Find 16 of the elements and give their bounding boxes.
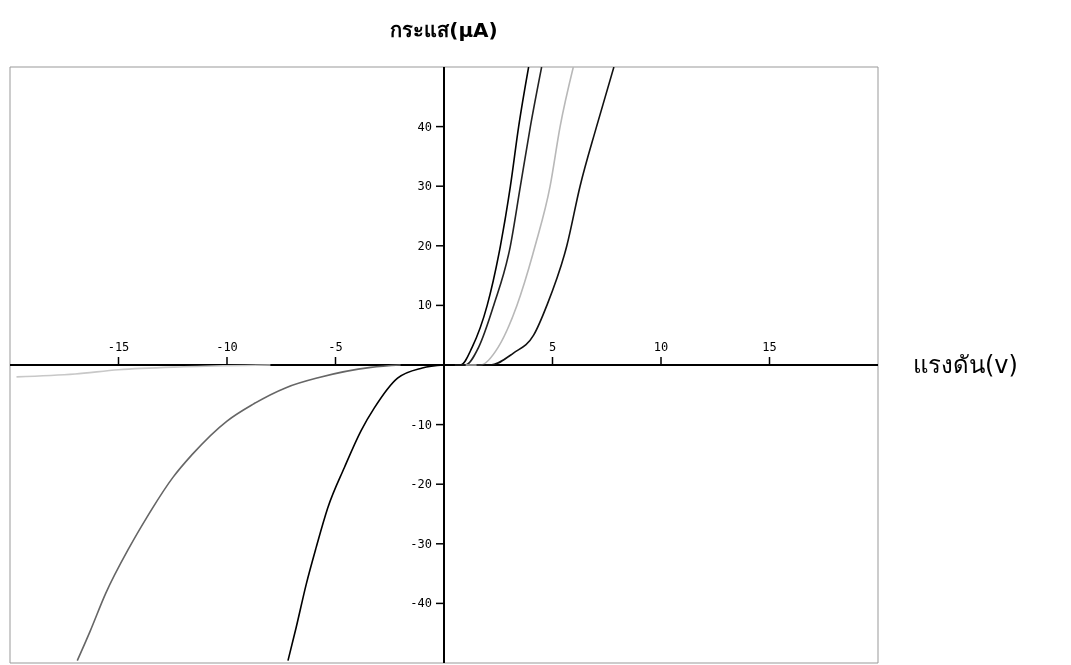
y-tick-label: 40: [417, 119, 432, 134]
y-tick-label: -30: [410, 536, 432, 551]
x-tick-label: -10: [216, 340, 238, 354]
x-axis-title: แรงดัน(v): [913, 350, 1018, 381]
y-axis-title: กระแส(μA): [389, 17, 499, 44]
y-tick-label: 30: [417, 179, 432, 194]
x-tick-label: -15: [107, 340, 130, 354]
x-tick-label: 10: [653, 340, 669, 354]
y-tick-label: -20: [410, 477, 432, 492]
x-tick-label: -5: [328, 340, 343, 354]
y-tick-label: 10: [417, 298, 432, 313]
y-tick-label: -10: [410, 417, 432, 432]
y-tick-label: -40: [410, 596, 432, 611]
x-tick-label: 15: [762, 340, 777, 354]
y-tick-label: 20: [417, 238, 432, 253]
x-tick-label: 5: [548, 340, 557, 354]
